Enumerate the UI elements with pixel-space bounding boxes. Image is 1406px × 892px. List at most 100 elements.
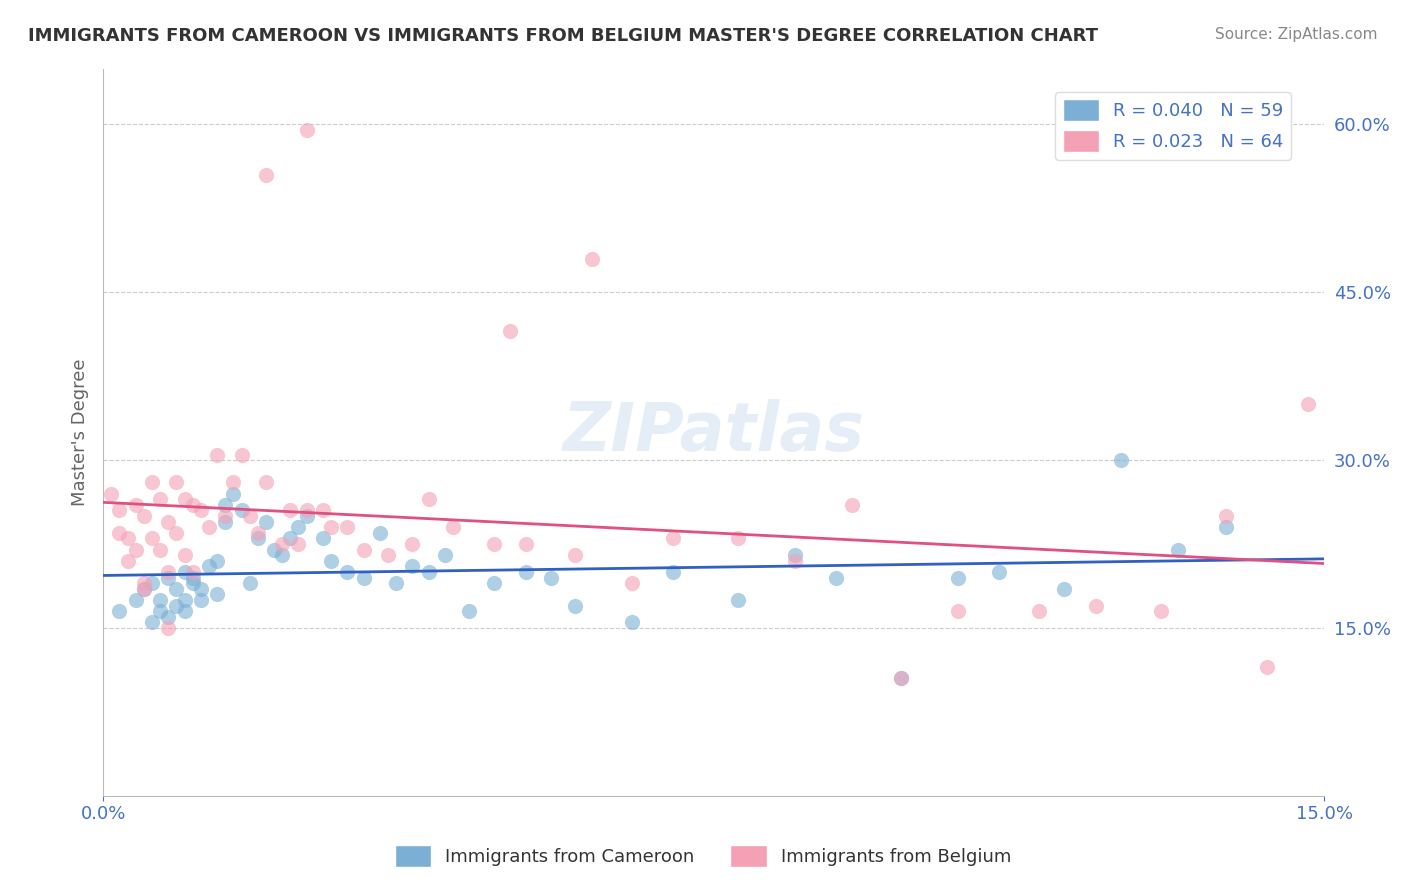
Point	[987, 565, 1010, 579]
Point	[239, 576, 262, 591]
Point	[254, 475, 277, 490]
Point	[165, 525, 187, 540]
Point	[222, 475, 245, 490]
Point	[319, 554, 342, 568]
Point	[280, 532, 302, 546]
Point	[295, 503, 318, 517]
Point	[198, 559, 221, 574]
Point	[125, 593, 148, 607]
Point	[173, 492, 195, 507]
Point	[621, 576, 644, 591]
Point	[1053, 582, 1076, 596]
Point	[117, 554, 139, 568]
Point	[214, 515, 236, 529]
Point	[246, 532, 269, 546]
Text: Source: ZipAtlas.com: Source: ZipAtlas.com	[1215, 27, 1378, 42]
Point	[540, 571, 562, 585]
Point	[181, 565, 204, 579]
Point	[108, 503, 131, 517]
Point	[165, 475, 187, 490]
Point	[401, 537, 423, 551]
Point	[173, 604, 195, 618]
Point	[157, 565, 180, 579]
Point	[205, 587, 228, 601]
Point	[132, 509, 155, 524]
Point	[319, 520, 342, 534]
Point	[482, 537, 505, 551]
Point	[824, 571, 846, 585]
Point	[727, 532, 749, 546]
Point	[890, 671, 912, 685]
Point	[377, 548, 399, 562]
Point	[263, 542, 285, 557]
Point	[564, 599, 586, 613]
Point	[482, 576, 505, 591]
Point	[125, 498, 148, 512]
Point	[564, 548, 586, 562]
Point	[214, 498, 236, 512]
Point	[190, 582, 212, 596]
Point	[434, 548, 457, 562]
Point	[246, 525, 269, 540]
Point	[149, 542, 172, 557]
Point	[890, 671, 912, 685]
Point	[1167, 542, 1189, 557]
Point	[254, 168, 277, 182]
Point	[287, 520, 309, 534]
Point	[287, 537, 309, 551]
Point	[165, 599, 187, 613]
Point	[181, 498, 204, 512]
Point	[157, 515, 180, 529]
Point	[1215, 509, 1237, 524]
Point	[312, 532, 335, 546]
Point	[401, 559, 423, 574]
Point	[205, 554, 228, 568]
Point	[946, 571, 969, 585]
Point	[441, 520, 464, 534]
Point	[173, 548, 195, 562]
Point	[254, 515, 277, 529]
Point	[181, 571, 204, 585]
Point	[149, 593, 172, 607]
Point	[231, 503, 253, 517]
Point	[1085, 599, 1108, 613]
Point	[198, 520, 221, 534]
Point	[173, 593, 195, 607]
Point	[271, 537, 294, 551]
Point	[1109, 453, 1132, 467]
Legend: Immigrants from Cameroon, Immigrants from Belgium: Immigrants from Cameroon, Immigrants fro…	[388, 838, 1018, 874]
Point	[141, 615, 163, 630]
Point	[841, 498, 863, 512]
Point	[336, 565, 359, 579]
Point	[190, 593, 212, 607]
Point	[165, 582, 187, 596]
Point	[515, 565, 537, 579]
Point	[1028, 604, 1050, 618]
Point	[149, 492, 172, 507]
Point	[100, 486, 122, 500]
Point	[141, 532, 163, 546]
Point	[181, 576, 204, 591]
Point	[515, 537, 537, 551]
Point	[157, 609, 180, 624]
Point	[783, 554, 806, 568]
Point	[108, 525, 131, 540]
Point	[173, 565, 195, 579]
Point	[418, 565, 440, 579]
Point	[1256, 660, 1278, 674]
Point	[581, 252, 603, 266]
Point	[727, 593, 749, 607]
Point	[190, 503, 212, 517]
Point	[312, 503, 335, 517]
Text: IMMIGRANTS FROM CAMEROON VS IMMIGRANTS FROM BELGIUM MASTER'S DEGREE CORRELATION : IMMIGRANTS FROM CAMEROON VS IMMIGRANTS F…	[28, 27, 1098, 45]
Point	[458, 604, 481, 618]
Point	[157, 621, 180, 635]
Point	[117, 532, 139, 546]
Point	[783, 548, 806, 562]
Point	[295, 123, 318, 137]
Point	[336, 520, 359, 534]
Point	[141, 576, 163, 591]
Point	[205, 448, 228, 462]
Point	[353, 571, 375, 585]
Point	[368, 525, 391, 540]
